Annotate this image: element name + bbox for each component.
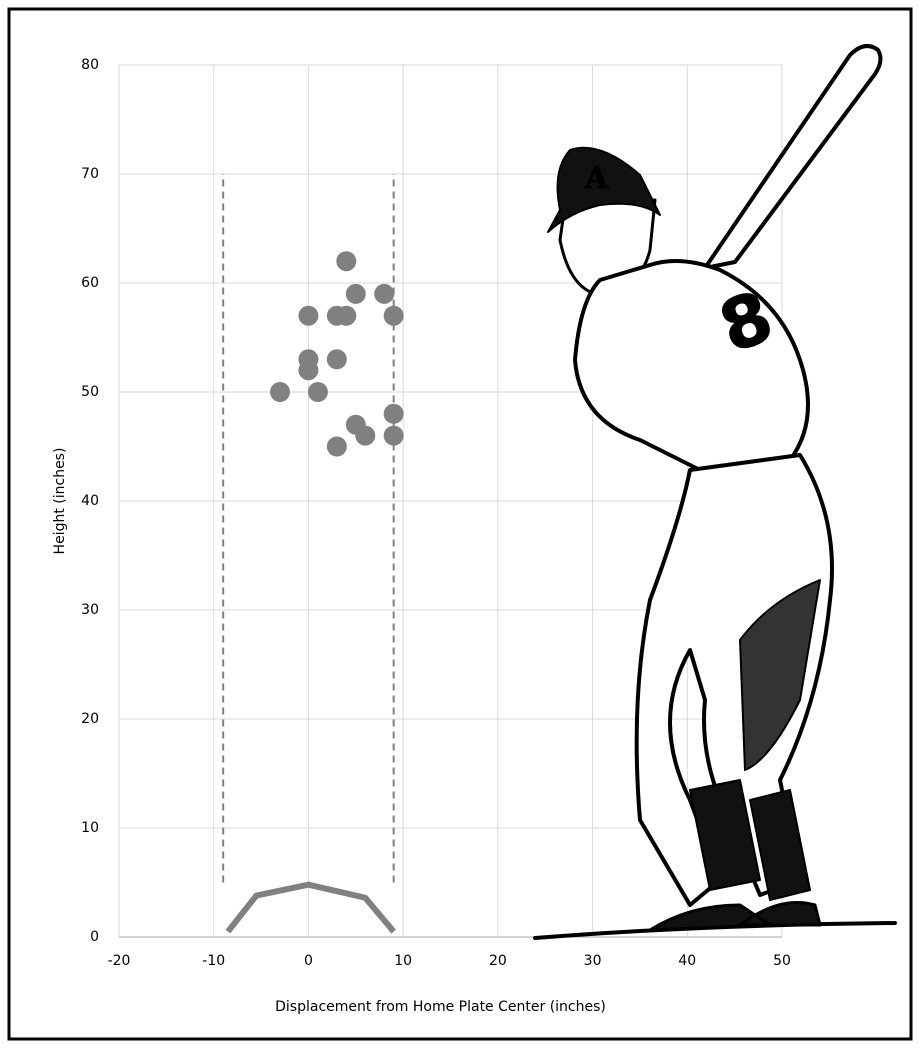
x-tick-label: 40 xyxy=(678,953,696,969)
y-tick-label: 10 xyxy=(81,820,99,836)
x-tick-label: 10 xyxy=(394,953,412,969)
data-point xyxy=(336,251,356,271)
data-point xyxy=(298,360,318,380)
data-point xyxy=(374,284,394,304)
y-tick-label: 40 xyxy=(81,493,99,509)
y-tick-label: 0 xyxy=(90,929,99,945)
data-point xyxy=(336,306,356,326)
y-tick-label: 70 xyxy=(81,166,99,182)
x-tick-label: -10 xyxy=(202,953,225,969)
data-point xyxy=(298,306,318,326)
data-point xyxy=(270,382,290,402)
data-point xyxy=(346,284,366,304)
y-tick-label: 80 xyxy=(81,57,99,73)
chart: 0 10 20 30 40 50 60 70 80 -20 -10 0 10 20 30 40 50 Displa… xyxy=(0,0,920,1049)
x-tick-label: -20 xyxy=(108,953,131,969)
data-point xyxy=(308,382,328,402)
y-tick-label: 30 xyxy=(81,602,99,618)
x-axis-title: Displacement from Home Plate Center (inc… xyxy=(275,999,606,1015)
x-tick-label: 30 xyxy=(584,953,602,969)
cap-letter: A xyxy=(584,161,609,196)
y-tick-label: 60 xyxy=(81,275,99,291)
x-tick-label: 50 xyxy=(773,953,791,969)
x-tick-label: 20 xyxy=(489,953,507,969)
x-tick-label: 0 xyxy=(304,953,313,969)
data-point xyxy=(327,349,347,369)
y-tick-label: 20 xyxy=(81,711,99,727)
y-axis-title: Height (inches) xyxy=(52,448,68,555)
data-point xyxy=(327,437,347,457)
y-tick-label: 50 xyxy=(81,384,99,400)
data-point xyxy=(355,426,375,446)
